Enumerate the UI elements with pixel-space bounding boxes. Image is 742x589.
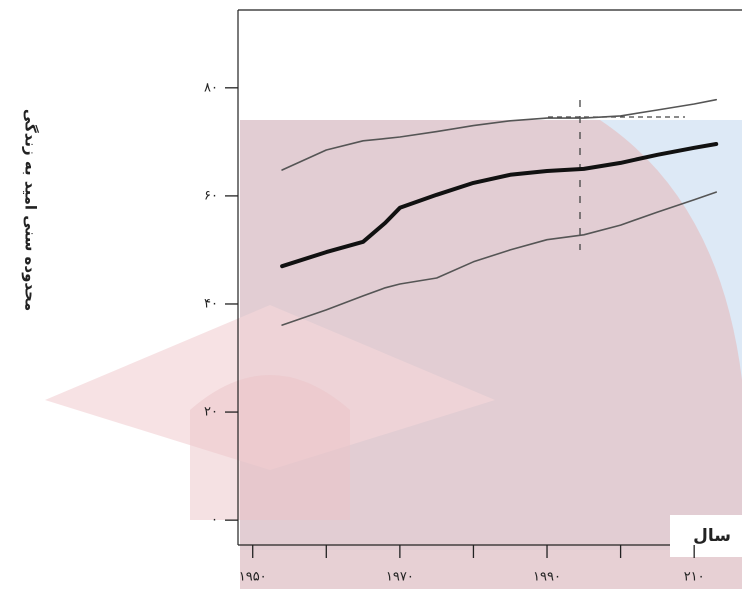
x-tick-label: ۱۹۹۰ <box>533 570 561 585</box>
y-tick-label: ۶۰ <box>204 188 218 203</box>
y-tick-label: ۲۰ <box>204 405 218 420</box>
watermark <box>45 120 742 589</box>
x-tick-label: ۲۱۰ <box>684 570 705 585</box>
x-label-box <box>670 515 742 557</box>
x-tick-label: ۱۹۵۰ <box>239 570 267 585</box>
line-series <box>281 98 718 171</box>
watermark-cap <box>190 375 350 520</box>
y-tick-label: ۸۰ <box>204 80 218 95</box>
line-series <box>281 191 718 326</box>
y-axis-label: محدوده سنی امید به زندگی <box>22 109 40 311</box>
x-axis-label: سال <box>693 526 731 546</box>
line-series <box>280 142 719 269</box>
x-tick-label: ۱۹۷۰ <box>386 570 414 585</box>
y-tick-label: ۰ <box>211 513 218 528</box>
y-tick-label: ۴۰ <box>204 296 218 311</box>
